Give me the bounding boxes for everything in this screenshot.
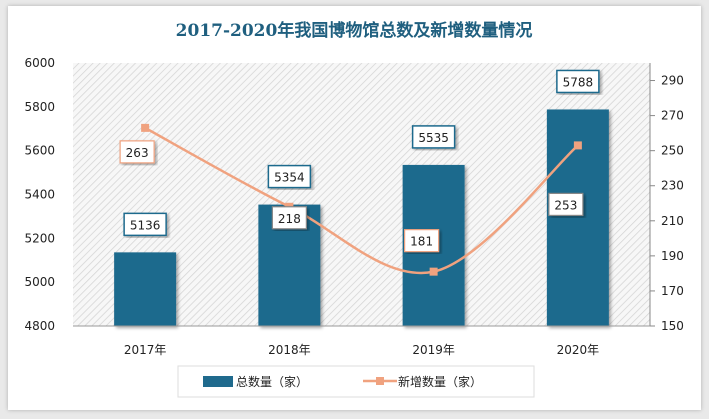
- y-right-tick-label: 190: [661, 249, 684, 263]
- y-left-tick-label: 5400: [24, 188, 55, 202]
- y-left-tick-label: 5000: [24, 275, 55, 289]
- y-left-tick-label: 5800: [24, 100, 55, 114]
- y-left-tick-label: 5600: [24, 144, 55, 158]
- bar-data-label-box: [123, 212, 167, 237]
- y-right-tick-label: 210: [661, 214, 684, 228]
- line-data-label: 181: [410, 235, 433, 249]
- bar-data-label: 5354: [274, 171, 305, 185]
- chart-title: 2017-2020年我国博物馆总数及新增数量情况: [176, 20, 533, 41]
- bar: [114, 252, 177, 326]
- legend-line-marker: [376, 377, 384, 385]
- y-right-tick-label: 150: [661, 319, 684, 333]
- bar-data-label: 5788: [563, 75, 594, 89]
- line-data-label: 218: [278, 212, 301, 226]
- line-data-label: 253: [554, 198, 577, 212]
- bar-data-label-box: [556, 69, 600, 94]
- line-data-label: 263: [126, 146, 149, 160]
- y-right-tick-label: 270: [661, 109, 684, 123]
- bar-data-label-box: [411, 125, 456, 149]
- legend: [177, 365, 535, 398]
- y-right-tick-label: 250: [661, 144, 684, 158]
- legend-bar-label: 总数量（家）: [236, 374, 308, 389]
- line-data-label-box: [404, 229, 440, 253]
- line-data-label-box: [119, 140, 155, 164]
- line-data-label-box: [548, 192, 584, 217]
- bar-data-label-box: [267, 164, 312, 189]
- bar-data-label: 5535: [418, 131, 449, 145]
- y-left-tick-label: 6000: [24, 56, 55, 70]
- line-marker: [573, 141, 582, 150]
- legend-bar-swatch: [203, 376, 233, 387]
- line-series: [144, 126, 579, 275]
- line-marker: [429, 267, 438, 276]
- x-tick-label: 2018年: [268, 343, 311, 357]
- y-left-tick-label: 5200: [24, 231, 55, 245]
- line-marker: [141, 123, 150, 132]
- x-tick-label: 2020年: [557, 343, 600, 357]
- line-data-label-box: [271, 206, 307, 230]
- y-left-tick-label: 4800: [24, 319, 55, 333]
- x-tick-label: 2017年: [124, 343, 167, 357]
- y-right-tick-label: 290: [661, 74, 684, 88]
- y-right-tick-label: 230: [661, 179, 684, 193]
- y-right-tick-label: 170: [661, 284, 684, 298]
- legend-line-label: 新增数量（家）: [398, 374, 482, 389]
- x-tick-label: 2019年: [412, 343, 455, 357]
- bar-data-label: 5136: [130, 218, 161, 232]
